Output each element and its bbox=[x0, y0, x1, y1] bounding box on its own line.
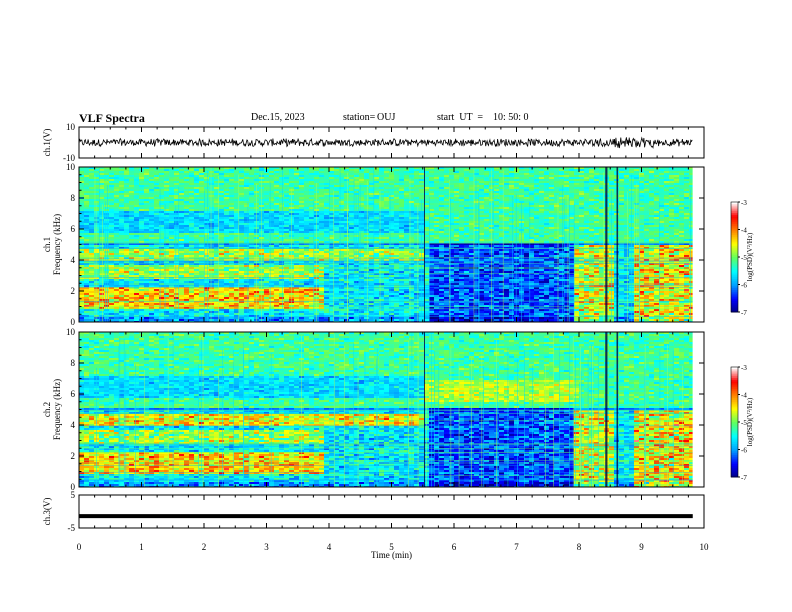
station-value: OUJ bbox=[377, 112, 396, 123]
colorbar-tick-label-ch1-spec: -7 bbox=[741, 309, 747, 317]
x-tick-label: 2 bbox=[202, 542, 207, 552]
channel-label-ch2-spec: ch.2 bbox=[42, 402, 52, 417]
spectrogram-ch2-spec bbox=[78, 332, 704, 487]
y-tick-label-ch1-wave: -10 bbox=[63, 153, 75, 163]
colorbar-ch2-spec bbox=[730, 366, 740, 478]
y-axis-label-ch2-spec: Frequency (kHz) bbox=[52, 379, 62, 440]
y-tick-label-ch1-spec: 10 bbox=[66, 162, 76, 172]
chart-title: VLF Spectra bbox=[79, 111, 145, 125]
y-tick-label-ch2-spec: 2 bbox=[71, 451, 76, 461]
y-tick-label-ch1-spec: 6 bbox=[71, 224, 76, 234]
colorbar-tick-label-ch2-spec: -3 bbox=[741, 364, 747, 372]
colorbar-label-ch1-spec: log(PSD)(V²/Hz) bbox=[746, 232, 754, 281]
y-tick-label-ch2-spec: 0 bbox=[71, 482, 76, 492]
colorbar-ch1-spec bbox=[730, 201, 740, 313]
y-axis-label-ch1-wave: ch.1(V) bbox=[42, 129, 52, 157]
y-tick-label-ch1-spec: 8 bbox=[71, 193, 76, 203]
y-tick-label-ch1-wave: 10 bbox=[66, 122, 76, 132]
y-tick-label-ch1-spec: 4 bbox=[71, 255, 76, 265]
plot-frame-ch3-wave bbox=[78, 494, 705, 529]
waveform-trace-ch1-wave bbox=[78, 136, 693, 149]
y-axis-label-ch1-spec: Frequency (kHz) bbox=[52, 214, 62, 275]
y-tick-label-ch2-spec: 4 bbox=[71, 420, 76, 430]
y-tick-label-ch1-spec: 0 bbox=[71, 317, 76, 327]
x-tick-label: 4 bbox=[327, 542, 332, 552]
channel-label-ch1-spec: ch.1 bbox=[42, 237, 52, 252]
y-tick-label-ch2-spec: 6 bbox=[71, 389, 76, 399]
colorbar-label-ch2-spec: log(PSD)(V²/Hz) bbox=[746, 397, 754, 446]
colorbar-tick-label-ch2-spec: -4 bbox=[741, 392, 747, 400]
start-ut-value: 10: 50: 0 bbox=[493, 112, 529, 123]
y-axis-label-ch3-wave: ch.3(V) bbox=[42, 498, 52, 526]
start-ut-key: start UT = bbox=[437, 112, 484, 123]
x-axis-label: Time (min) bbox=[371, 550, 412, 560]
y-tick-label-ch3-wave: -5 bbox=[68, 523, 76, 533]
x-tick-label: 3 bbox=[264, 542, 269, 552]
colorbar-tick-label-ch1-spec: -6 bbox=[741, 282, 747, 290]
x-tick-label: 0 bbox=[77, 542, 82, 552]
y-tick-label-ch3-wave: 5 bbox=[71, 490, 76, 500]
colorbar-tick-label-ch2-spec: -5 bbox=[741, 419, 747, 427]
y-tick-label-ch2-spec: 10 bbox=[66, 327, 76, 337]
x-tick-label: 5 bbox=[389, 542, 394, 552]
x-tick-label: 10 bbox=[700, 542, 710, 552]
x-tick-label: 1 bbox=[139, 542, 144, 552]
x-tick-label: 8 bbox=[577, 542, 582, 552]
y-tick-label-ch2-spec: 8 bbox=[71, 358, 76, 368]
colorbar-tick-label-ch2-spec: -7 bbox=[741, 474, 747, 482]
colorbar-tick-label-ch1-spec: -5 bbox=[741, 254, 747, 262]
colorbar-tick-label-ch2-spec: -6 bbox=[741, 447, 747, 455]
date-label: Dec.15, 2023 bbox=[251, 112, 305, 123]
y-tick-label-ch1-spec: 2 bbox=[71, 286, 76, 296]
x-tick-label: 7 bbox=[514, 542, 519, 552]
colorbar-tick-label-ch1-spec: -3 bbox=[741, 199, 747, 207]
colorbar-tick-label-ch1-spec: -4 bbox=[741, 227, 747, 235]
x-tick-label: 9 bbox=[639, 542, 644, 552]
station-key: station= bbox=[343, 112, 376, 123]
spectrogram-ch1-spec bbox=[79, 167, 704, 322]
x-tick-label: 6 bbox=[452, 542, 457, 552]
